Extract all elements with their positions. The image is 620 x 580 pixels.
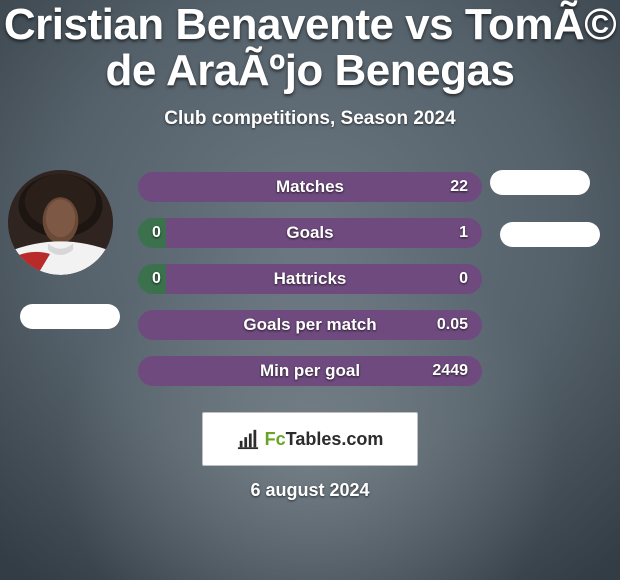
stat-row: Goals per match0.05 bbox=[138, 310, 482, 340]
stat-bars: Matches220Goals10Hattricks0Goals per mat… bbox=[138, 172, 482, 402]
stat-row: 0Hattricks0 bbox=[138, 264, 482, 294]
comparison-stage: Matches220Goals10Hattricks0Goals per mat… bbox=[0, 170, 620, 390]
player-left-avatar bbox=[8, 170, 113, 275]
stat-row: Min per goal2449 bbox=[138, 356, 482, 386]
stat-label: Goals bbox=[138, 223, 482, 243]
player-right-blank-2 bbox=[500, 222, 600, 247]
date-text: 6 august 2024 bbox=[0, 480, 620, 501]
footer-badge: FcTables.com bbox=[202, 412, 418, 466]
page-title: Cristian Benavente vs TomÃ© de AraÃºjo B… bbox=[0, 0, 620, 94]
stat-value-right: 2449 bbox=[432, 362, 468, 380]
stat-label: Hattricks bbox=[138, 269, 482, 289]
player-right-blank-1 bbox=[490, 170, 590, 195]
stat-label: Goals per match bbox=[138, 315, 482, 335]
stat-value-right: 0.05 bbox=[437, 316, 468, 334]
stat-row: 0Goals1 bbox=[138, 218, 482, 248]
footer-brand: FcTables.com bbox=[265, 429, 384, 450]
stat-row: Matches22 bbox=[138, 172, 482, 202]
player-left-name-blank bbox=[20, 304, 120, 329]
stat-label: Matches bbox=[138, 177, 482, 197]
stat-value-right: 22 bbox=[450, 178, 468, 196]
stat-value-right: 1 bbox=[459, 224, 468, 242]
stat-label: Min per goal bbox=[138, 361, 482, 381]
subtitle: Club competitions, Season 2024 bbox=[0, 108, 620, 130]
bar-chart-icon bbox=[237, 428, 259, 450]
stat-value-right: 0 bbox=[459, 270, 468, 288]
